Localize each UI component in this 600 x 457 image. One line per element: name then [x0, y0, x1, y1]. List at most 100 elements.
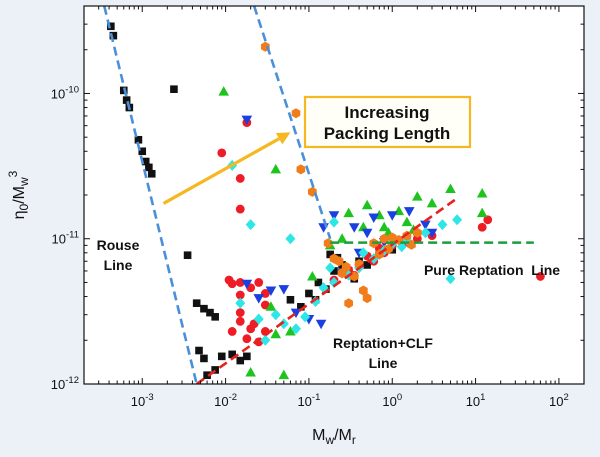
data-point: [243, 352, 251, 361]
x-axis-ticks: [83, 6, 585, 384]
data-point: [362, 293, 372, 304]
data-point: [483, 215, 493, 225]
data-point: [183, 251, 192, 260]
data-point: [235, 308, 245, 318]
axes-layer: 10-3 10-2 10-1 100 101 102 10-12 10-11 10-10 Mw/M…: [6, 5, 585, 447]
data-point: [412, 234, 422, 244]
data-point: [141, 157, 150, 166]
data-point: [285, 325, 296, 336]
data-point: [253, 313, 264, 325]
reptation-clf-label-line-1: Reptation+CLF: [333, 335, 433, 351]
fit-lines-layer: [102, 6, 534, 384]
data-point: [235, 316, 245, 326]
data-point: [270, 163, 282, 174]
data-point: [334, 256, 344, 267]
x-tick-label: 102: [549, 392, 569, 409]
data-point: [147, 169, 156, 178]
data-point: [109, 31, 118, 40]
data-point: [426, 228, 438, 239]
rouse-label-line-2: Line: [104, 257, 133, 273]
annotation-layer: Increasing Packing Length Rouse Line Pure Re…: [97, 95, 560, 371]
data-point: [363, 261, 371, 269]
data-point: [211, 313, 219, 321]
callout-line-2: Packing Length: [324, 124, 451, 143]
data-point: [323, 238, 333, 249]
data-point: [328, 211, 340, 221]
data-point: [217, 352, 226, 361]
y-tick-label: 10-11: [52, 230, 80, 247]
x-tick-label: 10-1: [297, 392, 320, 409]
data-point: [270, 328, 282, 339]
x-tick-label: 101: [466, 392, 486, 409]
data-point: [236, 356, 245, 365]
data-point: [329, 216, 339, 228]
data-point: [337, 268, 347, 279]
data-point: [278, 285, 290, 295]
data-point: [477, 222, 487, 232]
data-point: [403, 207, 415, 217]
data-point: [270, 309, 281, 321]
data-point: [315, 319, 327, 330]
packing-shift-line: [252, 6, 332, 240]
series-layer: [107, 22, 545, 380]
data-point: [361, 228, 373, 239]
data-point: [278, 318, 289, 330]
data-point: [420, 227, 431, 239]
data-point: [217, 148, 227, 158]
data-point: [145, 163, 153, 172]
data-point: [336, 233, 348, 243]
data-point: [260, 334, 271, 346]
data-point: [203, 371, 211, 379]
data-point: [314, 278, 323, 287]
x-tick-label: 10-2: [214, 392, 237, 409]
y-axis-title: η0/Mw3: [6, 170, 31, 219]
data-point: [412, 191, 423, 201]
series-blue-down-triangles: [241, 115, 438, 330]
data-point: [241, 279, 253, 290]
data-point: [384, 244, 393, 254]
data-point: [290, 308, 302, 319]
x-tick-label: 100: [382, 392, 402, 409]
y-tick-label: 10-12: [51, 375, 79, 392]
data-point: [265, 301, 277, 311]
x-tick-label: 10-3: [131, 392, 154, 409]
data-point: [278, 369, 290, 380]
data-point: [291, 323, 302, 335]
data-point: [437, 219, 448, 231]
data-point: [228, 350, 236, 359]
data-point: [254, 278, 264, 287]
data-point: [218, 86, 230, 96]
arrow-head: [275, 132, 291, 145]
data-point: [368, 213, 380, 224]
data-point: [211, 366, 219, 374]
reptation-clf-line: [195, 197, 458, 384]
pure-reptation-label: Pure Reptation Line: [424, 262, 560, 278]
data-point: [170, 85, 178, 93]
data-point: [344, 298, 353, 309]
rouse-line: [102, 6, 198, 384]
data-point: [285, 233, 296, 245]
data-point: [401, 216, 413, 227]
data-point: [476, 207, 488, 218]
data-point: [387, 232, 397, 243]
data-point: [235, 174, 245, 183]
data-point: [407, 239, 416, 250]
callout-box: [303, 95, 472, 149]
data-point: [206, 308, 214, 317]
data-point: [361, 199, 373, 210]
data-point: [445, 183, 456, 193]
data-point: [326, 250, 334, 259]
data-point: [241, 115, 253, 126]
data-point: [359, 285, 368, 296]
data-point: [426, 197, 438, 208]
packing-length-arrow: [162, 137, 280, 205]
data-point: [286, 295, 295, 304]
data-point: [445, 273, 456, 285]
data-point: [452, 214, 463, 226]
data-point: [420, 220, 431, 231]
data-point: [358, 247, 369, 259]
data-point: [386, 211, 398, 221]
data-point: [122, 96, 131, 104]
